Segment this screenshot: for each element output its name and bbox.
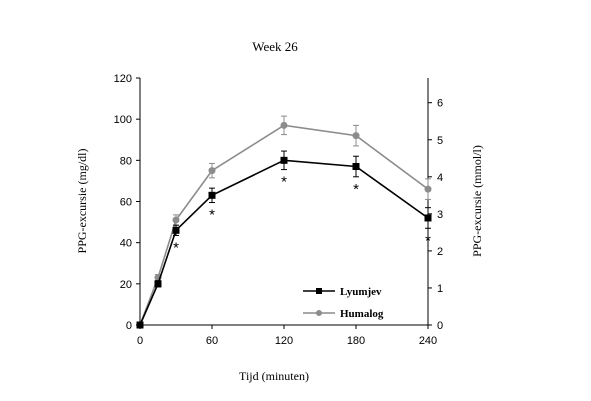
x-tick-label: 180 bbox=[347, 335, 365, 347]
significance-marker: * bbox=[209, 207, 215, 224]
data-point-lyumjev bbox=[172, 226, 180, 234]
data-point-humalog bbox=[424, 185, 432, 193]
x-tick-label: 240 bbox=[419, 335, 437, 347]
y2-tick-label: 1 bbox=[437, 283, 443, 295]
legend-label-lyumjev: Lyumjev bbox=[340, 286, 382, 298]
data-point-lyumjev bbox=[352, 163, 360, 171]
y-axis-label: PPG-excursie (mg/dl) bbox=[75, 149, 89, 254]
right-y-ticks: 0 1 2 3 4 5 6 bbox=[428, 98, 443, 332]
y-tick-label: 40 bbox=[120, 238, 132, 250]
significance-marker: * bbox=[353, 181, 359, 198]
y2-tick-label: 5 bbox=[437, 135, 443, 147]
data-point-lyumjev bbox=[136, 321, 144, 329]
data-point-humalog bbox=[352, 132, 360, 140]
data-point-lyumjev bbox=[208, 191, 216, 199]
y-tick-label: 0 bbox=[126, 320, 132, 332]
x-axis-label: Tijd (minuten) bbox=[239, 369, 309, 383]
x-tick-label: 0 bbox=[137, 335, 143, 347]
data-point-humalog bbox=[172, 216, 180, 224]
legend: Lyumjev Humalog bbox=[303, 286, 384, 320]
y-tick-label: 80 bbox=[120, 155, 132, 167]
y-tick-label: 100 bbox=[114, 114, 132, 126]
y2-tick-label: 0 bbox=[437, 320, 443, 332]
series-layer bbox=[136, 115, 432, 329]
data-point-lyumjev bbox=[424, 214, 432, 222]
legend-marker-humalog bbox=[316, 310, 322, 316]
legend-label-humalog: Humalog bbox=[340, 308, 384, 320]
data-point-lyumjev bbox=[154, 280, 162, 288]
legend-marker-lyumjev bbox=[316, 288, 322, 294]
data-point-humalog bbox=[280, 121, 288, 129]
y-tick-label: 120 bbox=[114, 73, 132, 85]
y2-axis-label: PPG-excursie (mmol/l) bbox=[470, 145, 484, 257]
series-humalog bbox=[136, 115, 432, 329]
chart-title: Week 26 bbox=[252, 39, 298, 54]
legend-item-humalog: Humalog bbox=[303, 308, 384, 320]
left-y-ticks: 0 20 40 60 80 100 120 bbox=[114, 73, 140, 332]
significance-marker: * bbox=[281, 174, 287, 191]
annotation-layer: * * * * * bbox=[173, 174, 431, 257]
x-tick-label: 120 bbox=[275, 335, 293, 347]
data-point-lyumjev bbox=[280, 156, 288, 164]
y2-tick-label: 4 bbox=[437, 172, 443, 184]
y-tick-label: 20 bbox=[120, 279, 132, 291]
significance-marker: * bbox=[173, 239, 179, 256]
y2-tick-label: 3 bbox=[437, 209, 443, 221]
x-tick-label: 60 bbox=[206, 335, 218, 347]
legend-item-lyumjev: Lyumjev bbox=[303, 286, 382, 298]
y2-tick-label: 6 bbox=[437, 98, 443, 110]
y-tick-label: 60 bbox=[120, 197, 132, 209]
series-lyumjev bbox=[136, 150, 432, 329]
x-ticks: 0 60 120 180 240 bbox=[137, 325, 437, 347]
data-point-humalog bbox=[208, 167, 216, 175]
significance-marker: * bbox=[425, 232, 431, 249]
y2-tick-label: 2 bbox=[437, 246, 443, 258]
